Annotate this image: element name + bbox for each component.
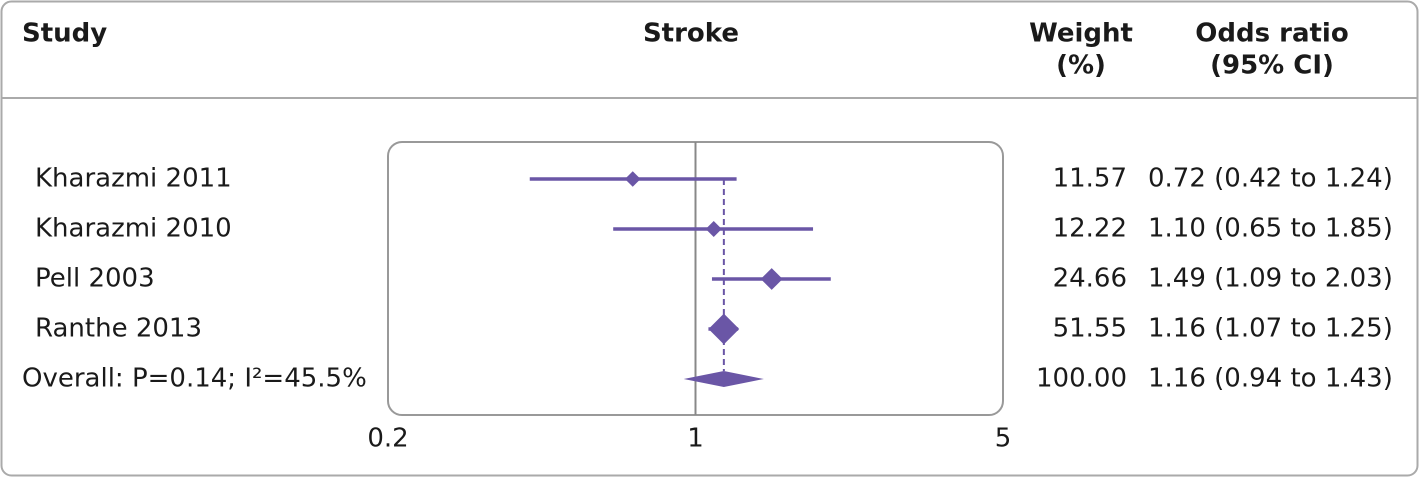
point-estimate	[705, 221, 722, 237]
weight: 100.00	[1036, 364, 1127, 394]
weight: 12.22	[1053, 214, 1127, 244]
study-name: Pell 2003	[35, 264, 155, 294]
study-name: Kharazmi 2011	[35, 164, 232, 194]
ci-label: 1.49 (1.09 to 2.03)	[1148, 264, 1393, 294]
header-weight: (%)	[1056, 51, 1106, 81]
x-tick-label: 1	[687, 424, 704, 454]
overall-name: Overall: P=0.14; I²=45.5%	[22, 364, 367, 394]
point-estimate	[708, 313, 740, 345]
header-study: Study	[22, 19, 107, 49]
weight: 51.55	[1053, 314, 1127, 344]
x-tick-label: 5	[995, 424, 1012, 454]
ci-label: 1.16 (0.94 to 1.43)	[1148, 364, 1393, 394]
weight: 11.57	[1053, 164, 1127, 194]
header-weight: Weight	[1029, 19, 1133, 49]
study-name: Ranthe 2013	[35, 314, 202, 344]
ci-label: 0.72 (0.42 to 1.24)	[1148, 164, 1393, 194]
x-tick-label: 0.2	[367, 424, 408, 454]
overall-diamond	[683, 371, 764, 387]
ci-label: 1.10 (0.65 to 1.85)	[1148, 214, 1393, 244]
ci-label: 1.16 (1.07 to 1.25)	[1148, 314, 1393, 344]
header-plot: Stroke	[643, 19, 739, 49]
study-name: Kharazmi 2010	[35, 214, 232, 244]
header-or: (95% CI)	[1210, 51, 1334, 81]
weight: 24.66	[1053, 264, 1127, 294]
point-estimate	[624, 171, 641, 187]
point-estimate	[760, 268, 783, 290]
header-or: Odds ratio	[1195, 19, 1348, 49]
